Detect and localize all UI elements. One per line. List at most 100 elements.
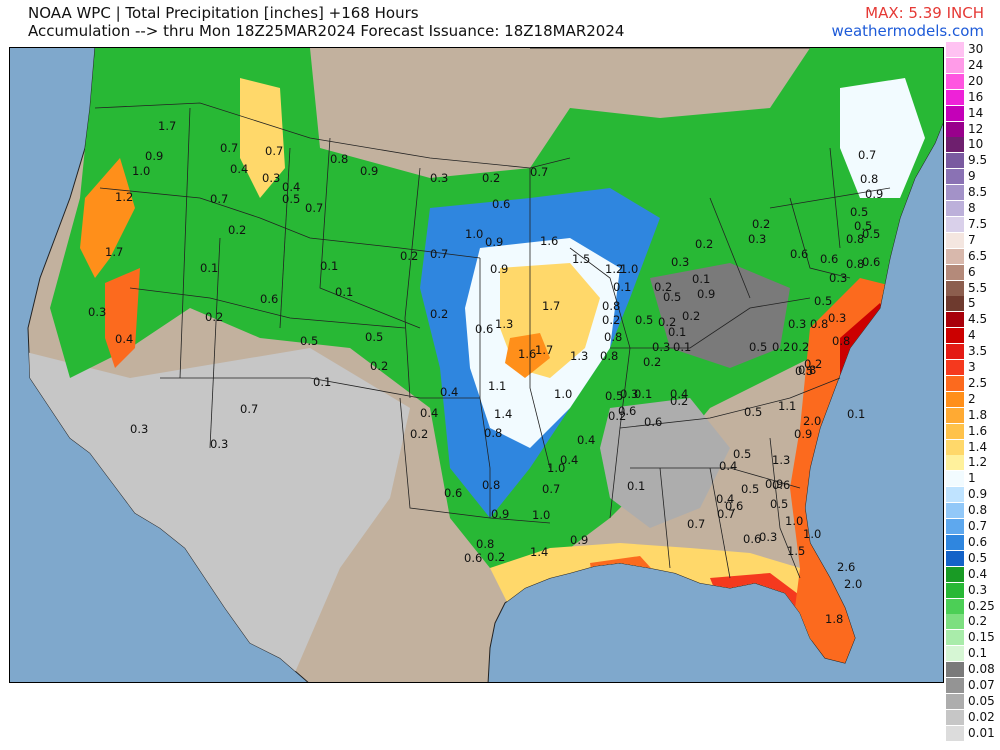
precip-value-labels: 1.70.91.01.21.70.30.40.70.40.70.30.40.50… bbox=[88, 119, 883, 626]
legend-label: 8.5 bbox=[968, 185, 988, 200]
legend-swatch bbox=[946, 201, 964, 216]
precip-value-label: 0.2 bbox=[608, 409, 626, 423]
precip-value-label: 0.1 bbox=[634, 387, 652, 401]
legend-entry: 9.5 bbox=[946, 153, 1000, 169]
precip-value-label: 0.8 bbox=[798, 363, 816, 377]
map-title-line1: NOAA WPC | Total Precipitation [inches] … bbox=[28, 4, 419, 22]
legend-swatch bbox=[946, 455, 964, 471]
state-boundary bbox=[404, 167, 421, 399]
precip-value-label: 0.5 bbox=[365, 330, 383, 344]
precip-value-label: 0.5 bbox=[635, 313, 653, 327]
legend-label: 7.5 bbox=[968, 216, 988, 231]
precip-value-label: 0.8 bbox=[476, 537, 494, 551]
precip-value-label: 0.2 bbox=[410, 427, 428, 441]
legend-entry: 0.01 bbox=[946, 725, 1000, 741]
legend-entry: 0.07 bbox=[946, 678, 1000, 693]
legend-entry: 0.6 bbox=[946, 534, 1000, 550]
precip-value-label: 0.4 bbox=[420, 406, 438, 420]
precip-value-label: 0.5 bbox=[795, 364, 813, 378]
legend-swatch bbox=[946, 312, 964, 328]
legend-entry: 0.1 bbox=[946, 646, 1000, 662]
legend-entry: 0.5 bbox=[946, 550, 1000, 566]
legend-swatch bbox=[946, 566, 964, 582]
precip-value-label: 1.1 bbox=[488, 379, 506, 393]
legend-swatch bbox=[946, 678, 964, 693]
legend-label: 10 bbox=[968, 137, 984, 152]
legend-label: 0.1 bbox=[968, 646, 988, 661]
legend-entry: 7.5 bbox=[946, 216, 1000, 232]
legend-swatch bbox=[946, 503, 964, 519]
precip-value-label: 1.3 bbox=[570, 349, 588, 363]
precip-value-label: 0.2 bbox=[695, 237, 713, 251]
legend-entry: 1 bbox=[946, 471, 1000, 487]
legend-entry: 6 bbox=[946, 264, 1000, 280]
precip-value-label: 1.7 bbox=[105, 245, 123, 259]
precip-value-label: 0.6 bbox=[820, 252, 838, 266]
legend-entry: 0.8 bbox=[946, 503, 1000, 519]
state-boundary bbox=[829, 147, 841, 249]
precip-value-label: 0.5 bbox=[854, 219, 872, 233]
precip-value-label: 1.0 bbox=[803, 527, 821, 541]
precip-value-label: 1.5 bbox=[787, 544, 805, 558]
precip-value-label: 0.4 bbox=[115, 332, 133, 346]
legend-label: 0.25 bbox=[968, 598, 995, 613]
precip-color-legend: 30 24 20 16 14 12 10 9.5 9 8.5 8 7.5 7 6.5 6 5.5 5 4.5 4 3.… bbox=[946, 42, 1000, 750]
precip-value-label: 0.6 bbox=[772, 478, 790, 492]
precip-value-label: 0.8 bbox=[860, 172, 878, 186]
state-boundary bbox=[529, 168, 551, 469]
legend-label: 0.05 bbox=[968, 693, 995, 708]
precip-value-label: 0.7 bbox=[542, 482, 560, 496]
precip-value-label: 0.3 bbox=[620, 387, 638, 401]
legend-entry: 0.2 bbox=[946, 614, 1000, 630]
legend-label: 2.5 bbox=[968, 375, 988, 390]
state-boundary bbox=[709, 197, 751, 299]
precip-value-label: 0.5 bbox=[605, 389, 623, 403]
legend-label: 0.9 bbox=[968, 487, 988, 502]
precip-value-label: 0.1 bbox=[692, 272, 710, 286]
state-boundary bbox=[179, 107, 191, 379]
precip-value-label: 1.2 bbox=[115, 190, 133, 204]
precip-value-label: 0.3 bbox=[210, 437, 228, 451]
legend-entry: 7 bbox=[946, 232, 1000, 248]
legend-swatch bbox=[946, 407, 964, 423]
precip-value-label: 0.7 bbox=[687, 517, 705, 531]
precip-value-label: 0.9 bbox=[485, 235, 503, 249]
site-watermark-link[interactable]: weathermodels.com bbox=[831, 22, 984, 40]
legend-label: 8 bbox=[968, 201, 976, 215]
precip-value-label: 0.2 bbox=[487, 550, 505, 564]
legend-label: 1.2 bbox=[968, 455, 988, 470]
legend-label: 0.6 bbox=[968, 534, 988, 549]
precip-value-label: 1.0 bbox=[547, 461, 565, 475]
legend-label: 0.15 bbox=[968, 630, 995, 645]
state-boundary bbox=[160, 377, 480, 399]
legend-entry: 20 bbox=[946, 73, 1000, 89]
state-boundary bbox=[129, 287, 406, 329]
legend-swatch bbox=[946, 264, 964, 280]
legend-entry: 0.08 bbox=[946, 662, 1000, 678]
legend-entry: 16 bbox=[946, 89, 1000, 105]
legend-swatch bbox=[946, 153, 964, 169]
legend-swatch bbox=[946, 89, 964, 105]
legend-label: 3 bbox=[968, 360, 976, 374]
precip-value-label: 1.1 bbox=[778, 399, 796, 413]
precip-value-label: 0.5 bbox=[850, 205, 868, 219]
precip-value-label: 0.8 bbox=[846, 257, 864, 271]
legend-swatch bbox=[946, 137, 964, 153]
precip-value-label: 0.4 bbox=[670, 387, 688, 401]
legend-label: 1.6 bbox=[968, 423, 988, 438]
legend-swatch bbox=[946, 169, 964, 185]
precip-value-label: 0.5 bbox=[741, 482, 759, 496]
state-boundary bbox=[279, 147, 291, 329]
precip-value-label: 0.3 bbox=[652, 340, 670, 354]
precip-value-label: 0.5 bbox=[862, 227, 880, 241]
ohio-valley-dry bbox=[650, 263, 790, 368]
state-boundary bbox=[610, 297, 811, 349]
precip-value-label: 0.2 bbox=[400, 249, 418, 263]
legend-entry: 4.5 bbox=[946, 312, 1000, 328]
precip-value-label: 1.3 bbox=[772, 453, 790, 467]
precip-value-label: 0.9 bbox=[490, 262, 508, 276]
precip-value-label: 0.1 bbox=[335, 285, 353, 299]
dry-area-canada bbox=[310, 48, 530, 168]
new-england-moist bbox=[840, 78, 925, 198]
precip-value-label: 0.1 bbox=[847, 407, 865, 421]
